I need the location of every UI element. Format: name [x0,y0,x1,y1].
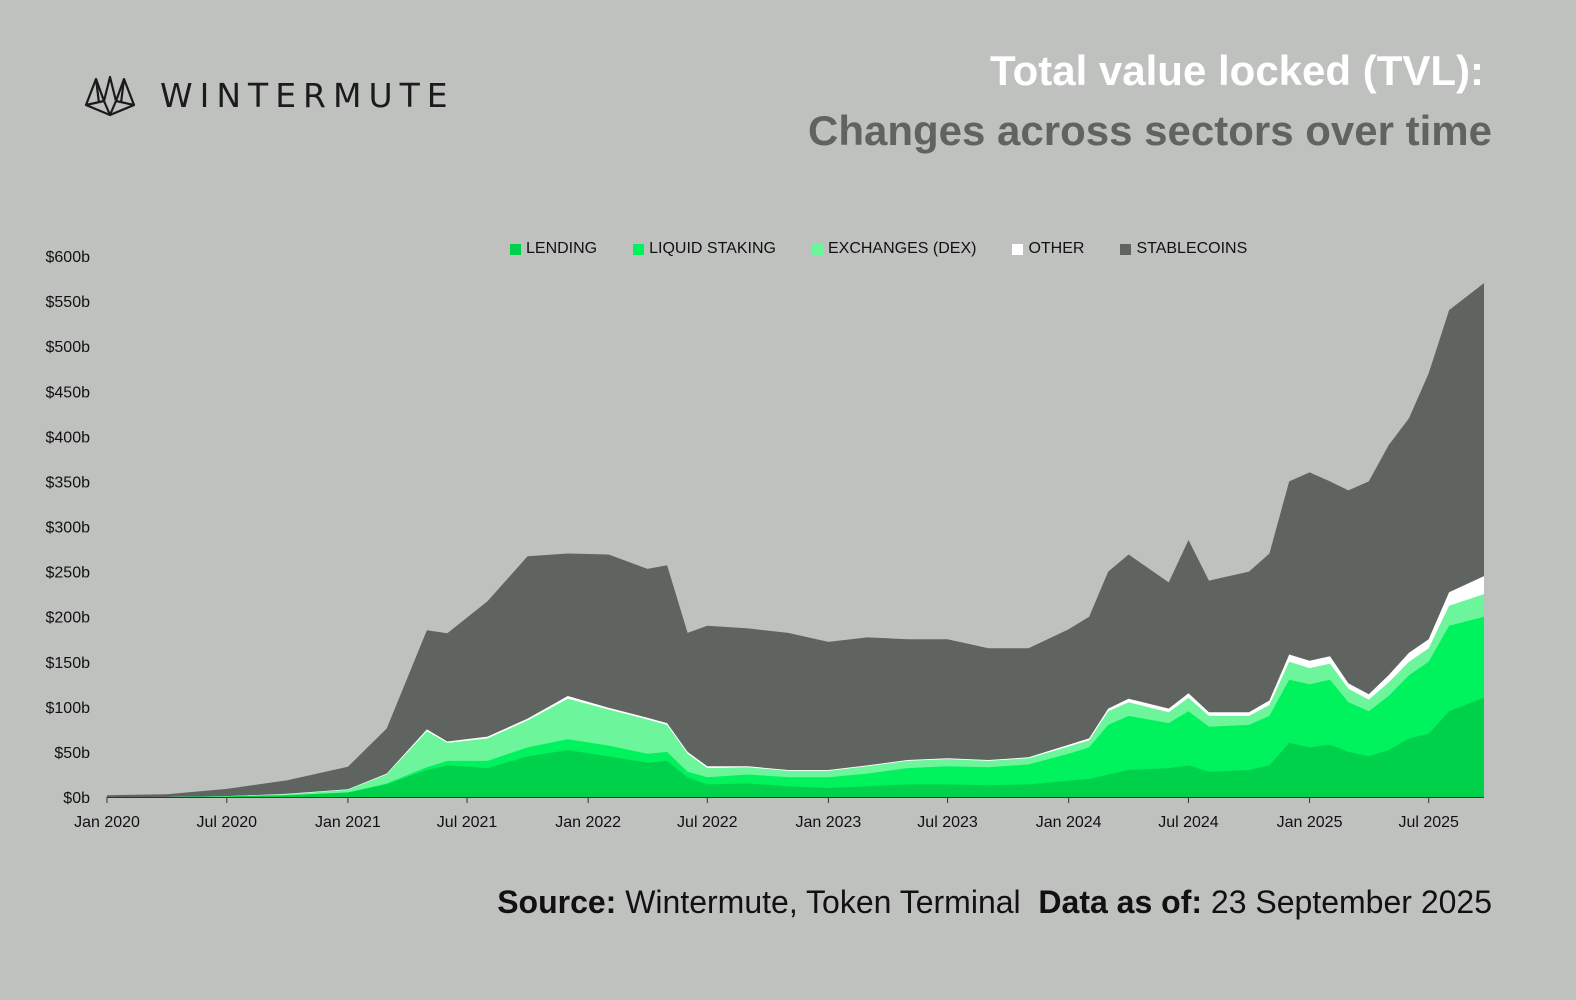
area-series-lending [107,697,1484,797]
y-tick-label: $350b [46,474,91,491]
source-note: Source: Wintermute, Token Terminal Data … [497,884,1492,921]
legend-swatch [1012,243,1024,255]
source-label: Source: [497,884,617,920]
x-tick-label: Jan 2024 [1036,814,1102,831]
area-series-liquid-staking [107,616,1484,797]
y-tick-label: $400b [46,429,91,446]
y-tick-label: $550b [46,294,91,311]
legend-swatch [510,243,521,255]
legend-item-lending: LENDING [510,240,597,258]
legend-label: EXCHANGES (DEX) [827,240,977,257]
legend-label: OTHER [1028,240,1085,257]
legend-swatch [1120,243,1132,255]
wintermute-logo-icon [84,75,136,117]
x-tick-label: Jul 2020 [197,814,258,831]
x-tick-label: Jul 2025 [1398,814,1459,831]
legend-label: STABLECOINS [1136,240,1248,257]
y-tick-label: $50b [54,745,90,762]
legend-item-liquid-staking: LIQUID STAKING [633,240,776,258]
chart-legend: LENDING LIQUID STAKING EXCHANGES (DEX) OTHE… [510,240,1283,258]
x-tick-label: Jul 2022 [677,814,738,831]
chart-subtitle: Changes across sectors over time [808,107,1492,154]
legend-label: LIQUID STAKING [649,240,776,257]
legend-swatch [633,243,645,255]
y-tick-label: $600b [46,249,91,266]
y-tick-label: $0b [63,790,90,807]
legend-item-exchanges-dex: EXCHANGES (DEX) [811,240,977,258]
y-tick-label: $200b [46,610,91,627]
y-tick-label: $500b [46,339,91,356]
legend-swatch [811,243,823,255]
y-tick-label: $450b [46,384,91,401]
x-tick-label: Jan 2023 [795,814,861,831]
x-tick-label: Jul 2021 [437,814,498,831]
x-tick-label: Jul 2023 [917,814,978,831]
x-tick-label: Jan 2025 [1277,814,1343,831]
area-series-stablecoins [107,283,1484,798]
source-value: Wintermute, Token Terminal [625,884,1021,920]
y-tick-label: $250b [46,565,91,582]
chart-title: Total value locked (TVL): [990,47,1484,94]
y-tick-label: $100b [46,700,91,717]
y-tick-label: $150b [46,655,91,672]
brand-logo: WINTERMUTE [82,73,455,117]
legend-item-stablecoins: STABLECOINS [1120,240,1247,258]
brand-name: WINTERMUTE [160,75,455,115]
x-tick-label: Jul 2024 [1158,814,1219,831]
date-label: Data as of: [1038,884,1203,920]
y-tick-label: $300b [46,520,91,537]
legend-item-other: OTHER [1012,240,1084,258]
legend-label: LENDING [526,240,598,257]
x-tick-label: Jan 2022 [555,814,621,831]
date-value: 23 September 2025 [1210,884,1492,920]
x-tick-label: Jan 2021 [315,814,381,831]
x-tick-label: Jan 2020 [74,814,140,831]
